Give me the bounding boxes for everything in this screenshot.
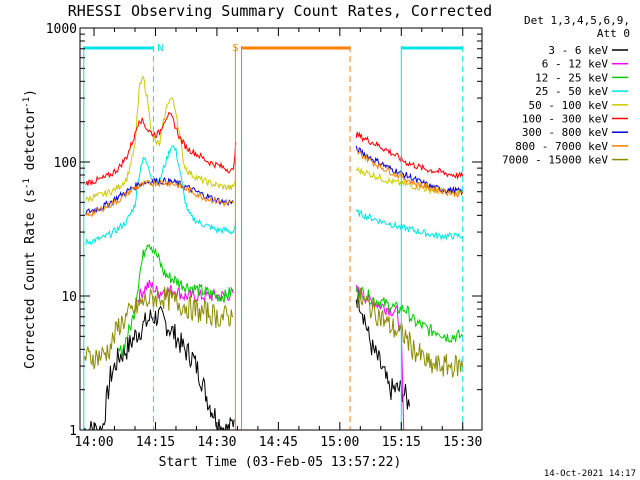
series-7-segment-0: [85, 179, 234, 218]
y-tick-label-0: 1: [69, 424, 77, 439]
series-layer: [83, 75, 464, 430]
attenuator-flags: NS: [83, 43, 463, 54]
x-tick-label-4: 15:00: [320, 435, 359, 450]
legend-label-6: 300 - 800 keV: [522, 126, 608, 139]
legend-label-5: 100 - 300 keV: [522, 113, 608, 126]
series-2-segment-0: [118, 243, 234, 357]
series-8-segment-1: [355, 287, 464, 378]
legend-header-attenuator: Att 0: [597, 27, 630, 40]
legend-label-8: 7000 - 15000 keV: [502, 154, 608, 167]
series-4-segment-1: [355, 166, 464, 196]
chart-title: RHESSI Observing Summary Count Rates, Co…: [68, 2, 492, 20]
series-5-segment-1: [355, 131, 464, 181]
legend-label-4: 50 - 100 keV: [529, 99, 609, 112]
plot-frame: [79, 27, 483, 431]
series-6-segment-1: [355, 145, 464, 196]
legend-header-detectors: Det 1,3,4,5,6,9,: [524, 14, 630, 27]
series-8-segment-0: [83, 286, 234, 370]
x-tick-label-3: 14:45: [259, 435, 298, 450]
series-1-segment-0: [134, 279, 234, 311]
x-tick-label-2: 14:30: [197, 435, 236, 450]
legend-label-2: 12 - 25 keV: [535, 71, 608, 84]
y-tick-label-3: 1000: [46, 22, 77, 37]
series-3-segment-1: [355, 209, 464, 242]
series-3-segment-0: [85, 144, 237, 246]
legend-label-3: 25 - 50 keV: [535, 85, 608, 98]
x-axis-label: Start Time (03-Feb-05 13:57:22): [159, 455, 402, 470]
legend-label-0: 3 - 6 keV: [548, 44, 608, 57]
y-axis-label: Corrected Count Rate (s-1 detector-1): [22, 89, 38, 369]
legend-label-1: 6 - 12 keV: [542, 58, 609, 71]
series-0-segment-0: [83, 305, 235, 430]
x-tick-label-0: 14:00: [74, 435, 113, 450]
y-tick-label-2: 100: [54, 156, 77, 171]
y-tick-label-1: 10: [61, 290, 77, 305]
series-5-segment-0: [85, 111, 237, 186]
series-4-segment-0: [85, 75, 237, 203]
legend-label-7: 800 - 7000 keV: [515, 140, 608, 153]
event-lines: [83, 46, 464, 430]
series-0-segment-1: [355, 289, 410, 410]
flag-label-0: N: [157, 43, 163, 54]
series-7-segment-1: [355, 149, 464, 198]
x-tick-label-5: 15:15: [382, 435, 421, 450]
axes: 14:00 14:15 14:30 14:45 15:00 15:15 15:30 1 10 10…: [46, 22, 483, 450]
footer-date: 14-Oct-2021 14:17: [544, 469, 636, 479]
x-tick-label-6: 15:30: [443, 435, 482, 450]
x-tick-label-1: 14:15: [136, 435, 175, 450]
series-6-segment-0: [85, 176, 234, 215]
